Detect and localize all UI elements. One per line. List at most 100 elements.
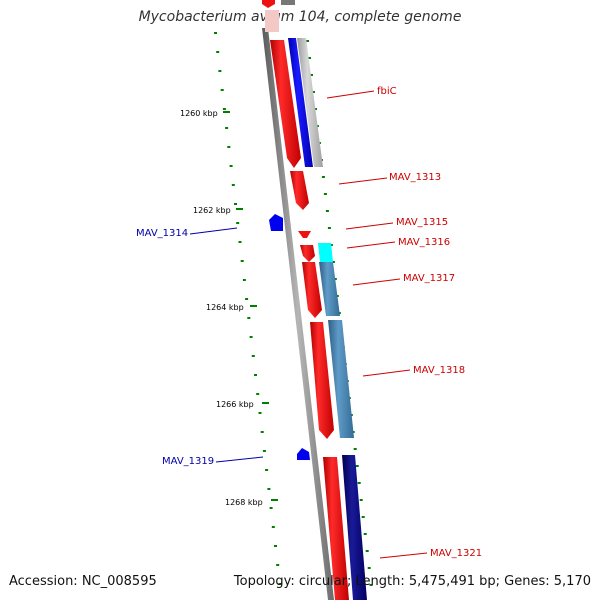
tick-label-1266: 1266 kbp [216,400,254,409]
tick-mark [271,499,278,501]
gc-dot [327,227,331,229]
gene-mav1321-block [323,457,349,600]
gc-dot [245,298,249,300]
gc-dot [258,412,262,414]
gc-dot [359,499,363,501]
leader-line-fbic [326,90,375,99]
gc-dot [365,550,369,552]
gene-mav1317-block [302,262,322,318]
gc-dot [278,583,282,585]
gene-label-mav1318: MAV_1318 [413,365,465,376]
leader-line-mav1315 [345,222,394,230]
gc-dot [274,545,277,547]
gc-dot [231,184,235,186]
tick-mark [250,305,257,307]
tick-mark [223,111,230,113]
gc-dot [227,146,231,148]
gc-dot [240,260,244,262]
gc-dot [325,210,329,212]
gc-dot [238,241,242,243]
gc-dot [267,488,271,490]
gc-dot [367,567,371,569]
gene-steel-block-2 [328,320,354,438]
leader-line-mav1321 [379,552,428,559]
leader-line-mav1317 [352,278,401,286]
gc-dot [271,526,275,528]
gc-dot [218,70,222,72]
gc-dot [225,127,229,129]
gene-blue-block [288,38,313,167]
gc-dot [251,355,255,357]
gc-dot [216,51,220,53]
gc-dot [262,450,266,452]
gene-mav1314-arrow [269,214,283,231]
gc-dot [353,448,357,450]
gene-label-mav1316: MAV_1316 [398,237,450,248]
gc-dot [234,203,237,205]
gene-fbic-block [270,40,301,168]
gc-dot [312,91,315,93]
gene-mav1318-block [310,322,334,439]
gene-label-mav1317: MAV_1317 [403,273,455,284]
map-title: Mycobacterium avium 104, complete genome [138,9,462,25]
gc-dot [310,74,313,76]
gene-label-mav1319: MAV_1319 [162,456,214,467]
gc-dot [355,465,359,467]
leader-line-mav1319 [215,456,264,463]
gene-cyan-block [318,243,333,262]
gc-dot [236,222,240,224]
gene-silver-block [297,38,323,167]
gene-label-fbic: fbiC [377,86,397,97]
coordinate-ticks [223,111,278,501]
gc-dot [265,469,269,471]
gene-label-mav1313: MAV_1313 [389,172,441,183]
gc-dot [269,507,273,509]
gc-dot [256,393,260,395]
gene-steel-block-1 [319,262,340,316]
leader-line-mav1313 [338,177,388,185]
gc-dot [369,584,373,586]
gc-dot [247,317,251,319]
tick-label-1264: 1264 kbp [206,303,244,312]
gc-dot [276,564,280,566]
gc-dot [363,533,367,535]
gene-fragment-top-pink [265,10,279,32]
tick-label-1262: 1262 kbp [193,206,231,215]
gene-label-mav1321: MAV_1321 [430,548,482,559]
gene-label-mav1315: MAV_1315 [396,217,448,228]
gc-dot [333,278,337,280]
tick-mark [236,208,243,210]
gc-content-left [214,32,282,585]
gc-dot [329,244,333,246]
gc-dot [222,108,226,110]
leader-line-mav1316 [346,241,396,249]
tick-label-1260: 1260 kbp [180,109,218,118]
gc-dot [249,336,253,338]
gene-fragment-top [281,0,295,5]
gene-mav1316-block [300,245,315,262]
tick-mark [262,402,269,404]
leader-line-mav1314 [189,227,238,235]
gene-mav1313-block [290,171,309,210]
gc-dot [214,32,217,34]
gc-dot [323,193,327,195]
gene-mav1315-block [298,231,311,238]
gc-dot [331,261,335,263]
genome-backbone [262,28,334,600]
accession-text: Accession: NC_008595 [9,574,157,589]
gc-dot [254,374,257,376]
gc-dot [260,431,264,433]
genome-summary-text: Topology: circular; Length: 5,475,491 bp… [233,574,591,589]
gc-dot [242,279,246,281]
gene-navy-block [342,455,367,600]
tick-label-1268: 1268 kbp [225,498,263,507]
gene-label-mav1314: MAV_1314 [136,228,188,239]
gc-dot [314,108,317,110]
gene-label-lines [189,90,428,559]
gc-dot [220,89,224,91]
gene-mav1319-arrow [297,448,310,460]
gene-fragment-top-red [262,0,275,8]
leader-line-mav1318 [362,369,411,377]
gc-dot [306,40,309,42]
